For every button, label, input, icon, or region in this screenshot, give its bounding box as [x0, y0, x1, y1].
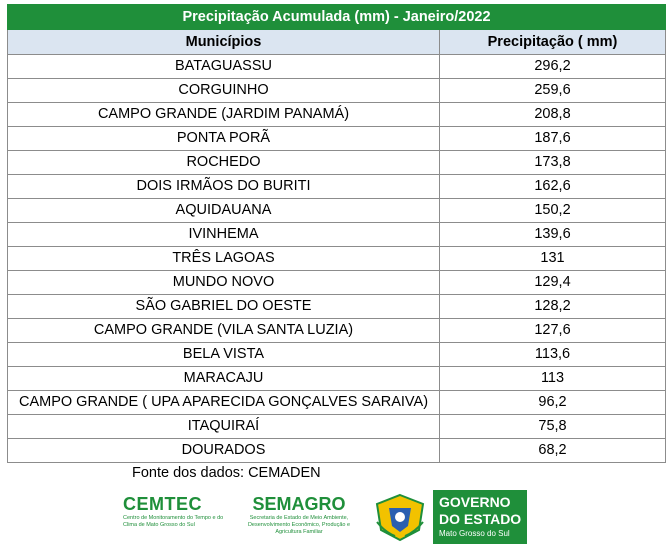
- table-row: BELA VISTA 113,6: [7, 342, 667, 367]
- government-logo-box: GOVERNO DO ESTADO Mato Grosso do Sul: [433, 490, 527, 544]
- table-row: CORGUINHO 259,6: [7, 78, 667, 103]
- municipio-cell: ROCHEDO: [7, 150, 440, 175]
- government-logo-line2: DO ESTADO: [439, 511, 522, 527]
- precipitacao-cell: 208,8: [438, 102, 667, 127]
- table-row: TRÊS LAGOAS 131: [7, 246, 667, 271]
- precipitacao-cell: 150,2: [438, 198, 667, 223]
- logo-bar: CEMTEC Centro de Monitoramento do Tempo …: [7, 488, 665, 548]
- municipio-cell: SÃO GABRIEL DO OESTE: [7, 294, 440, 319]
- table-row: MUNDO NOVO 129,4: [7, 270, 667, 295]
- municipio-cell: ITAQUIRAÍ: [7, 414, 440, 439]
- precipitacao-cell: 129,4: [438, 270, 667, 295]
- table-title-row: Precipitação Acumulada (mm) - Janeiro/20…: [6, 4, 667, 30]
- cemtec-logo: CEMTEC Centro de Monitoramento do Tempo …: [123, 494, 233, 529]
- table-row: SÃO GABRIEL DO OESTE 128,2: [7, 294, 667, 319]
- municipio-cell: BELA VISTA: [7, 342, 440, 367]
- semagro-logo: SEMAGRO Secretaria de Estado de Meio Amb…: [239, 494, 359, 536]
- table-row: ITAQUIRAÍ 75,8: [7, 414, 667, 439]
- government-logo-line1: GOVERNO: [439, 494, 511, 510]
- precipitacao-cell: 68,2: [438, 438, 667, 463]
- municipio-cell: DOIS IRMÃOS DO BURITI: [7, 174, 440, 199]
- table-row: MARACAJU 113: [7, 366, 667, 391]
- precipitacao-cell: 139,6: [438, 222, 667, 247]
- precipitacao-cell: 128,2: [438, 294, 667, 319]
- precipitacao-cell: 259,6: [438, 78, 667, 103]
- precipitacao-cell: 96,2: [438, 390, 667, 415]
- government-logo-line3: Mato Grosso do Sul: [439, 529, 510, 538]
- table-row: DOIS IRMÃOS DO BURITI 162,6: [7, 174, 667, 199]
- table-row: CAMPO GRANDE (JARDIM PANAMÁ) 208,8: [7, 102, 667, 127]
- precipitacao-cell: 75,8: [438, 414, 667, 439]
- cemtec-logo-subtitle: Centro de Monitoramento do Tempo e do Cl…: [123, 515, 224, 528]
- table-row: CAMPO GRANDE (VILA SANTA LUZIA) 127,6: [7, 318, 667, 343]
- table-row: BATAGUASSU 296,2: [7, 54, 667, 79]
- semagro-logo-name: SEMAGRO: [252, 494, 346, 514]
- precipitation-table: Precipitação Acumulada (mm) - Janeiro/20…: [6, 4, 667, 463]
- table-row: PONTA PORÃ 187,6: [7, 126, 667, 151]
- municipio-cell: MUNDO NOVO: [7, 270, 440, 295]
- table-row: AQUIDAUANA 150,2: [7, 198, 667, 223]
- table-row: ROCHEDO 173,8: [7, 150, 667, 175]
- table-title: Precipitação Acumulada (mm) - Janeiro/20…: [6, 4, 667, 30]
- state-seal-icon: [375, 493, 425, 542]
- table-header-row: Municípios Precipitação ( mm): [7, 29, 667, 55]
- cemtec-logo-name: CEMTEC: [123, 494, 202, 514]
- data-source-note: Fonte dos dados: CEMADEN: [132, 465, 321, 481]
- municipio-cell: CAMPO GRANDE (VILA SANTA LUZIA): [7, 318, 440, 343]
- municipio-cell: PONTA PORÃ: [7, 126, 440, 151]
- column-header-precipitacao: Precipitação ( mm): [438, 29, 667, 55]
- column-header-municipios: Municípios: [7, 29, 440, 55]
- municipio-cell: IVINHEMA: [7, 222, 440, 247]
- precipitacao-cell: 127,6: [438, 318, 667, 343]
- precipitation-table-frame: Precipitação Acumulada (mm) - Janeiro/20…: [6, 4, 667, 552]
- table-row: IVINHEMA 139,6: [7, 222, 667, 247]
- precipitacao-cell: 296,2: [438, 54, 667, 79]
- municipio-cell: MARACAJU: [7, 366, 440, 391]
- municipio-cell: CORGUINHO: [7, 78, 440, 103]
- municipio-cell: TRÊS LAGOAS: [7, 246, 440, 271]
- precipitacao-cell: 187,6: [438, 126, 667, 151]
- precipitacao-cell: 162,6: [438, 174, 667, 199]
- municipio-cell: CAMPO GRANDE (JARDIM PANAMÁ): [7, 102, 440, 127]
- municipio-cell: CAMPO GRANDE ( UPA APARECIDA GONÇALVES S…: [7, 390, 440, 415]
- table-body: BATAGUASSU 296,2 CORGUINHO 259,6 CAMPO GRAND…: [7, 54, 667, 463]
- precipitacao-cell: 173,8: [438, 150, 667, 175]
- municipio-cell: AQUIDAUANA: [7, 198, 440, 223]
- table-row: CAMPO GRANDE ( UPA APARECIDA GONÇALVES S…: [7, 390, 667, 415]
- government-logo: GOVERNO DO ESTADO Mato Grosso do Sul: [367, 490, 527, 544]
- precipitacao-cell: 113: [438, 366, 667, 391]
- municipio-cell: DOURADOS: [7, 438, 440, 463]
- semagro-logo-subtitle: Secretaria de Estado de Meio Ambiente, D…: [247, 515, 351, 535]
- precipitacao-cell: 113,6: [438, 342, 667, 367]
- precipitacao-cell: 131: [438, 246, 667, 271]
- table-row: DOURADOS 68,2: [7, 438, 667, 463]
- municipio-cell: BATAGUASSU: [7, 54, 440, 79]
